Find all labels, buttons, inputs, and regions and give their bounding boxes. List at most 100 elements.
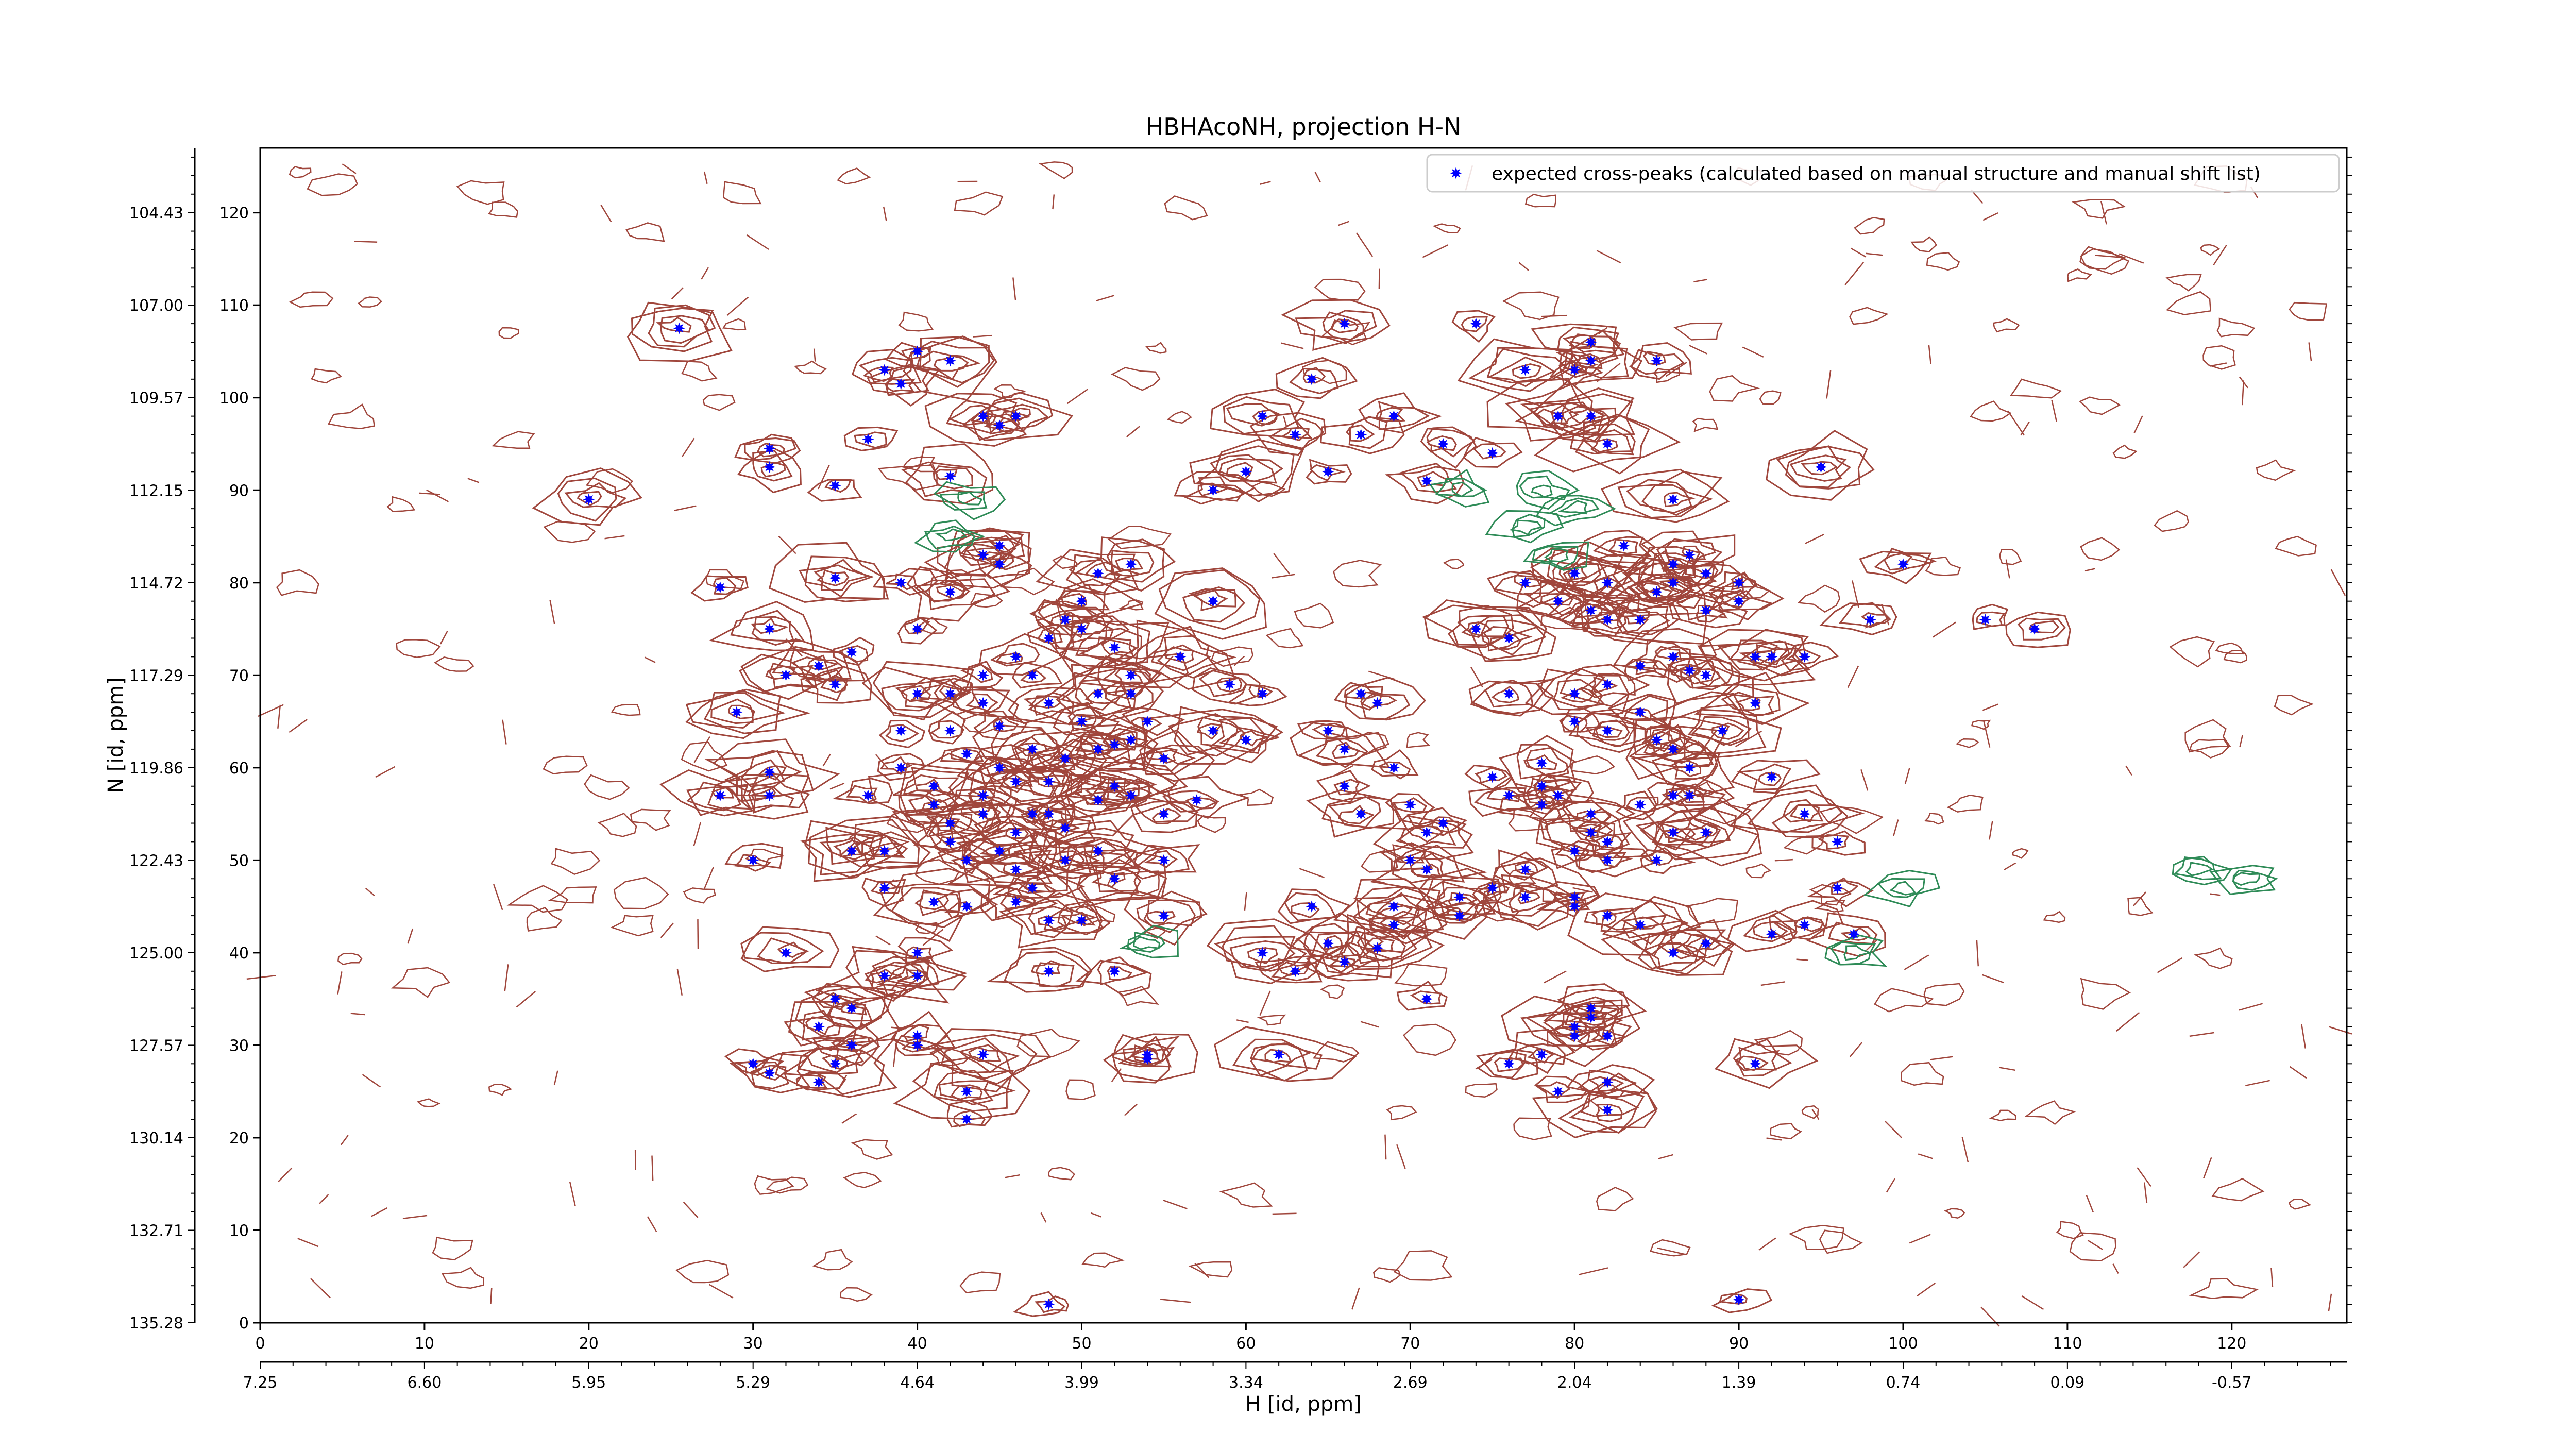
peak-marker — [1552, 1085, 1564, 1098]
contour-line — [1785, 648, 1821, 665]
contour-line — [1196, 439, 1304, 497]
contour-line — [1394, 963, 1448, 987]
contour-line — [757, 937, 809, 965]
contour-line — [1616, 605, 1670, 638]
contour-line — [1115, 682, 1145, 700]
contour-line — [845, 950, 927, 1002]
peak-marker — [1010, 826, 1022, 839]
peak-marker — [1766, 928, 1778, 940]
contour-line — [1708, 571, 1758, 599]
contour-line — [493, 884, 503, 911]
contour-line — [1575, 1002, 1606, 1018]
contour-line — [564, 482, 627, 509]
contour-line — [1065, 1079, 1096, 1100]
contour-line — [1783, 799, 1824, 823]
y-tick-label: 80 — [229, 575, 249, 593]
contour-line — [751, 616, 794, 646]
contour-line — [1035, 962, 1075, 988]
contour-line — [965, 547, 1002, 561]
peak-marker — [1125, 734, 1137, 746]
contour-line — [1811, 830, 1866, 856]
contour-line — [1074, 536, 1165, 592]
contour-line — [1766, 1137, 1782, 1141]
peak-marker — [1420, 863, 1433, 875]
contour-line — [1472, 443, 1506, 460]
contour-line — [1154, 567, 1267, 640]
contour-line — [1012, 1291, 1066, 1317]
contour-line — [1876, 878, 1926, 898]
peak-marker — [845, 845, 858, 857]
contour-line — [1126, 426, 1140, 437]
contour-line — [1682, 560, 1725, 587]
contour-line — [651, 1155, 654, 1181]
contour-line — [1766, 445, 1875, 501]
contour-line — [710, 698, 754, 724]
contour-line — [841, 1113, 857, 1124]
contour-line — [1250, 1043, 1323, 1077]
peak-marker — [928, 780, 940, 793]
contour-line — [1097, 956, 1148, 986]
contour-line — [682, 437, 695, 457]
peak-marker — [944, 836, 956, 848]
contour-line — [2069, 1232, 2116, 1261]
contour-line — [1101, 639, 1137, 655]
contour-line — [1676, 787, 1708, 803]
contour-line — [2216, 317, 2256, 338]
peak-marker — [1585, 604, 1597, 617]
contour-line — [1847, 665, 1859, 688]
contour-line — [1295, 310, 1377, 345]
peak-marker — [1667, 947, 1680, 959]
contour-line — [946, 1099, 993, 1128]
contour-line — [1279, 427, 1310, 442]
contour-line — [1972, 603, 2009, 630]
contour-line — [1626, 796, 1659, 813]
contour-line — [1640, 847, 1696, 874]
contour-line — [2086, 1195, 2094, 1212]
contour-line — [968, 1047, 1002, 1062]
contour-line — [1512, 363, 1542, 379]
contour-line — [1028, 830, 1105, 879]
ppm-n-axis: 135.28 132.71 130.14 127.57 125.00 122.43 119.… — [129, 148, 196, 1333]
contour-line — [1011, 768, 1070, 798]
peak-marker — [911, 1030, 924, 1042]
peak-marker — [1601, 854, 1614, 866]
peak-marker — [1026, 743, 1039, 755]
contour-line — [1574, 852, 1626, 873]
contour-line — [2115, 1012, 2140, 1032]
contour-line — [1042, 808, 1097, 850]
contour-line — [1801, 1105, 1819, 1119]
contour-line — [1223, 396, 1300, 435]
contour-line — [1111, 1035, 1170, 1084]
contour-line — [1535, 799, 1665, 859]
contour-line — [2028, 620, 2060, 634]
legend: expected cross-peaks (calculated based o… — [1426, 154, 2340, 193]
peak-marker — [1552, 410, 1564, 423]
contour-line — [1145, 747, 1178, 764]
peak-marker — [714, 581, 726, 594]
contour-line — [962, 819, 1040, 865]
contour-line — [1513, 1117, 1552, 1140]
contour-line — [1597, 363, 1621, 382]
contour-line — [1091, 1212, 1102, 1218]
contour-line — [1012, 277, 1016, 300]
contour-line — [808, 816, 956, 878]
peak-marker — [1420, 993, 1433, 1005]
contour-line — [1315, 737, 1369, 768]
contour-line — [1312, 722, 1346, 739]
contour-line — [1657, 1247, 1686, 1255]
contour-line — [375, 766, 395, 778]
contour-line — [1283, 415, 1287, 428]
peak-marker — [1700, 937, 1712, 950]
contour-line — [794, 360, 827, 375]
contour-line — [1337, 221, 1349, 226]
contour-line — [1076, 858, 1141, 902]
ppm-h-tick-label: 2.04 — [1557, 1374, 1592, 1392]
contour-line — [1075, 628, 1143, 666]
contour-line — [1721, 692, 1775, 717]
contour-line — [1743, 915, 1798, 942]
peak-marker — [1848, 928, 1860, 940]
contour-line — [1534, 1075, 1589, 1103]
contour-line — [1652, 799, 1762, 867]
contour-line — [2172, 855, 2232, 886]
